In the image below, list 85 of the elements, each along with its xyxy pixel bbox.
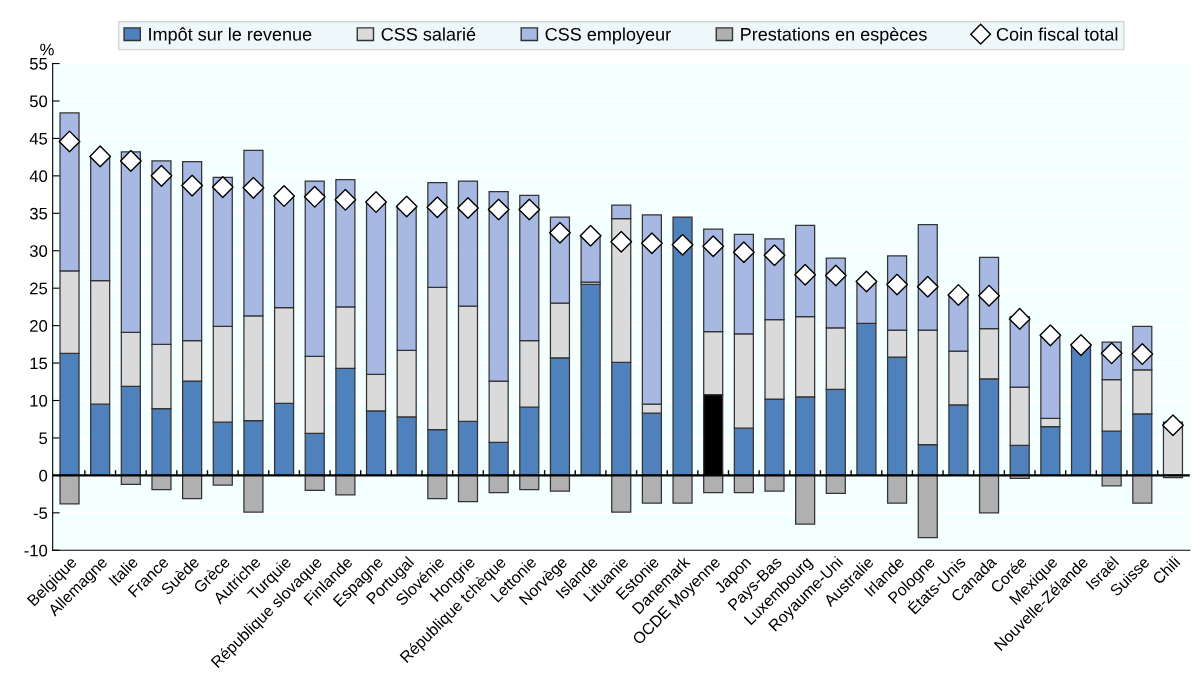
legend-label: Impôt sur le revenue <box>149 27 312 45</box>
bar <box>243 474 264 513</box>
bar <box>488 474 509 494</box>
y-tick-label: 10 <box>30 394 48 407</box>
bar <box>304 474 325 491</box>
y-tick-label: 55 <box>29 58 48 70</box>
bar <box>886 474 908 504</box>
legend-label: CSS employeur <box>545 27 671 45</box>
legend-label: Prestations en espèces <box>741 27 927 45</box>
bar <box>733 474 754 494</box>
bar <box>519 474 540 491</box>
point <box>273 185 296 208</box>
point <box>426 196 449 219</box>
bar <box>795 474 816 525</box>
point <box>732 241 755 264</box>
bar <box>182 474 203 500</box>
point <box>211 176 234 199</box>
bar <box>457 474 479 503</box>
bar <box>1101 474 1122 487</box>
y-tick-label: 15 <box>30 357 48 370</box>
bar <box>641 474 663 504</box>
y-tick-label: 40 <box>29 170 48 183</box>
y-tick-label: 45 <box>29 133 48 145</box>
bar <box>672 474 693 504</box>
y-tick-label: 50 <box>29 95 48 108</box>
point <box>702 235 725 258</box>
bar <box>212 474 233 486</box>
point <box>579 224 602 247</box>
point <box>763 244 786 267</box>
y-tick-label: 0 <box>39 469 48 482</box>
point <box>181 174 204 197</box>
y-tick-label: 35 <box>29 207 48 220</box>
bar <box>59 474 80 505</box>
y-tick-label: 25 <box>30 282 48 295</box>
y-tick-label: -10 <box>24 544 48 557</box>
point <box>824 264 847 287</box>
point <box>947 283 970 306</box>
point <box>242 176 265 199</box>
point <box>1131 343 1154 366</box>
point <box>518 198 541 221</box>
point <box>978 284 1001 307</box>
bar <box>335 474 356 496</box>
bar <box>703 474 724 494</box>
point <box>303 185 326 208</box>
point <box>1100 342 1123 365</box>
bar <box>427 474 448 500</box>
point <box>58 130 81 153</box>
point <box>548 221 571 244</box>
bar <box>580 283 601 477</box>
bar <box>549 474 571 492</box>
bar <box>917 474 938 539</box>
point <box>610 230 633 253</box>
point <box>1070 334 1093 357</box>
y-tick-label: 30 <box>29 245 48 257</box>
point <box>1161 414 1184 437</box>
point <box>671 233 694 256</box>
point <box>456 197 479 220</box>
point <box>150 164 173 187</box>
bar <box>151 474 172 491</box>
legend-label: Coin fiscal total <box>996 27 1118 41</box>
point <box>487 198 510 221</box>
bar <box>1070 344 1092 477</box>
y-tick-label: 5 <box>39 432 48 445</box>
point <box>794 263 817 286</box>
bar <box>764 474 785 492</box>
point <box>855 270 878 293</box>
bar <box>611 474 632 513</box>
point <box>640 232 663 255</box>
point <box>1039 324 1062 347</box>
y-axis-title: % <box>40 43 54 56</box>
point <box>395 195 418 218</box>
bar <box>672 216 693 477</box>
bar <box>978 474 1000 514</box>
point <box>365 191 388 214</box>
y-tick-label: -5 <box>33 507 48 520</box>
x-tick-label: Chili <box>1151 555 1181 585</box>
point <box>119 149 142 172</box>
bar <box>825 474 846 494</box>
point <box>1008 307 1031 330</box>
point <box>886 273 909 296</box>
point <box>89 145 112 168</box>
bar <box>1132 474 1153 504</box>
point <box>916 275 939 298</box>
legend-label: CSS salarié <box>381 27 476 41</box>
y-tick-label: 20 <box>30 320 48 332</box>
